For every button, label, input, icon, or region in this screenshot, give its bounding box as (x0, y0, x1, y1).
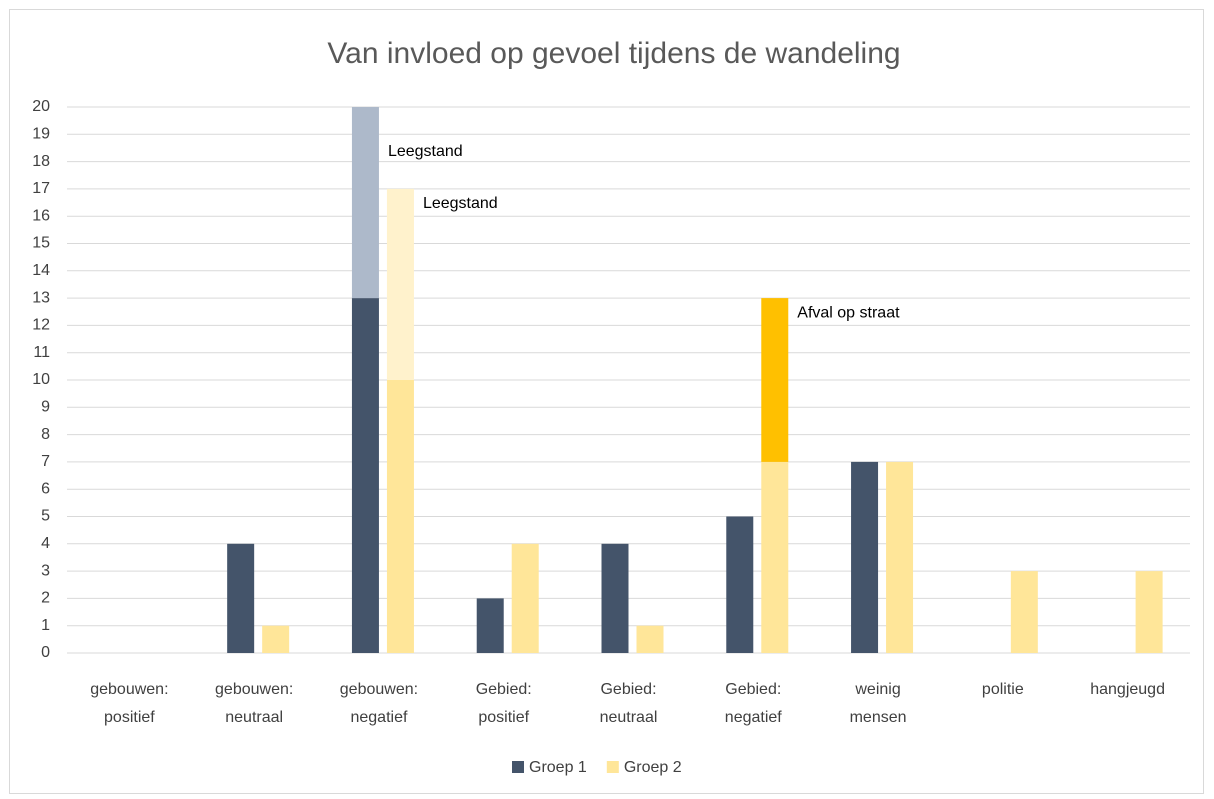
y-tick-label: 15 (32, 235, 50, 252)
y-tick-label: 9 (41, 399, 50, 416)
bar (511, 543, 539, 653)
bar (636, 625, 664, 653)
bar-segment (351, 107, 379, 299)
bar (726, 516, 754, 653)
y-tick-label: 11 (33, 344, 50, 361)
bar (1010, 571, 1038, 653)
bar-segment (761, 298, 789, 462)
y-tick-label: 2 (41, 590, 50, 607)
bar (227, 543, 255, 653)
legend-swatch (606, 761, 619, 773)
x-tick-label: Gebied: neutraal (600, 681, 658, 726)
bar (386, 380, 414, 653)
legend-swatch (512, 761, 524, 773)
x-tick-label: Gebied: positief (476, 681, 532, 726)
legend-label: Groep 2 (624, 759, 682, 776)
x-tick-label: politie (982, 681, 1024, 698)
bar (851, 461, 879, 653)
y-tick-label: 16 (32, 207, 50, 224)
x-tick-label: weinig mensen (850, 681, 907, 726)
y-tick-label: 3 (41, 562, 50, 579)
y-tick-label: 17 (32, 180, 50, 197)
y-tick-label: 7 (41, 453, 50, 470)
chart-frame (9, 9, 1204, 794)
bar-segment (386, 188, 414, 380)
x-tick-label: gebouwen: negatief (340, 681, 418, 726)
bar (886, 461, 914, 653)
x-tick-label: Gebied: negatief (725, 681, 782, 726)
bar (262, 625, 290, 653)
y-tick-label: 14 (32, 262, 50, 279)
segment-label: Leegstand (423, 195, 498, 212)
bar (601, 543, 629, 653)
y-tick-label: 5 (41, 508, 50, 525)
y-tick-label: 18 (32, 153, 50, 170)
segment-label: Leegstand (388, 143, 463, 160)
x-tick-label: hangjeugd (1090, 681, 1165, 698)
y-tick-label: 1 (41, 617, 50, 634)
y-tick-label: 0 (41, 644, 50, 661)
y-tick-label: 19 (32, 126, 50, 143)
y-tick-label: 8 (41, 426, 50, 443)
legend-label: Groep 1 (529, 759, 587, 776)
segment-label: Afval op straat (797, 304, 900, 321)
y-tick-label: 6 (41, 480, 50, 497)
x-tick-label: gebouwen: positief (90, 681, 168, 726)
y-tick-label: 12 (32, 317, 50, 334)
bar (351, 298, 379, 653)
bar (476, 598, 504, 653)
x-tick-label: gebouwen: neutraal (215, 681, 293, 726)
chart-title: Van invloed op gevoel tijdens de wandeli… (327, 37, 900, 70)
y-tick-label: 13 (32, 289, 50, 306)
bar (761, 461, 789, 653)
y-tick-label: 10 (32, 371, 50, 388)
bar (1135, 571, 1163, 653)
y-tick-label: 20 (32, 98, 50, 115)
y-tick-label: 4 (41, 535, 50, 552)
